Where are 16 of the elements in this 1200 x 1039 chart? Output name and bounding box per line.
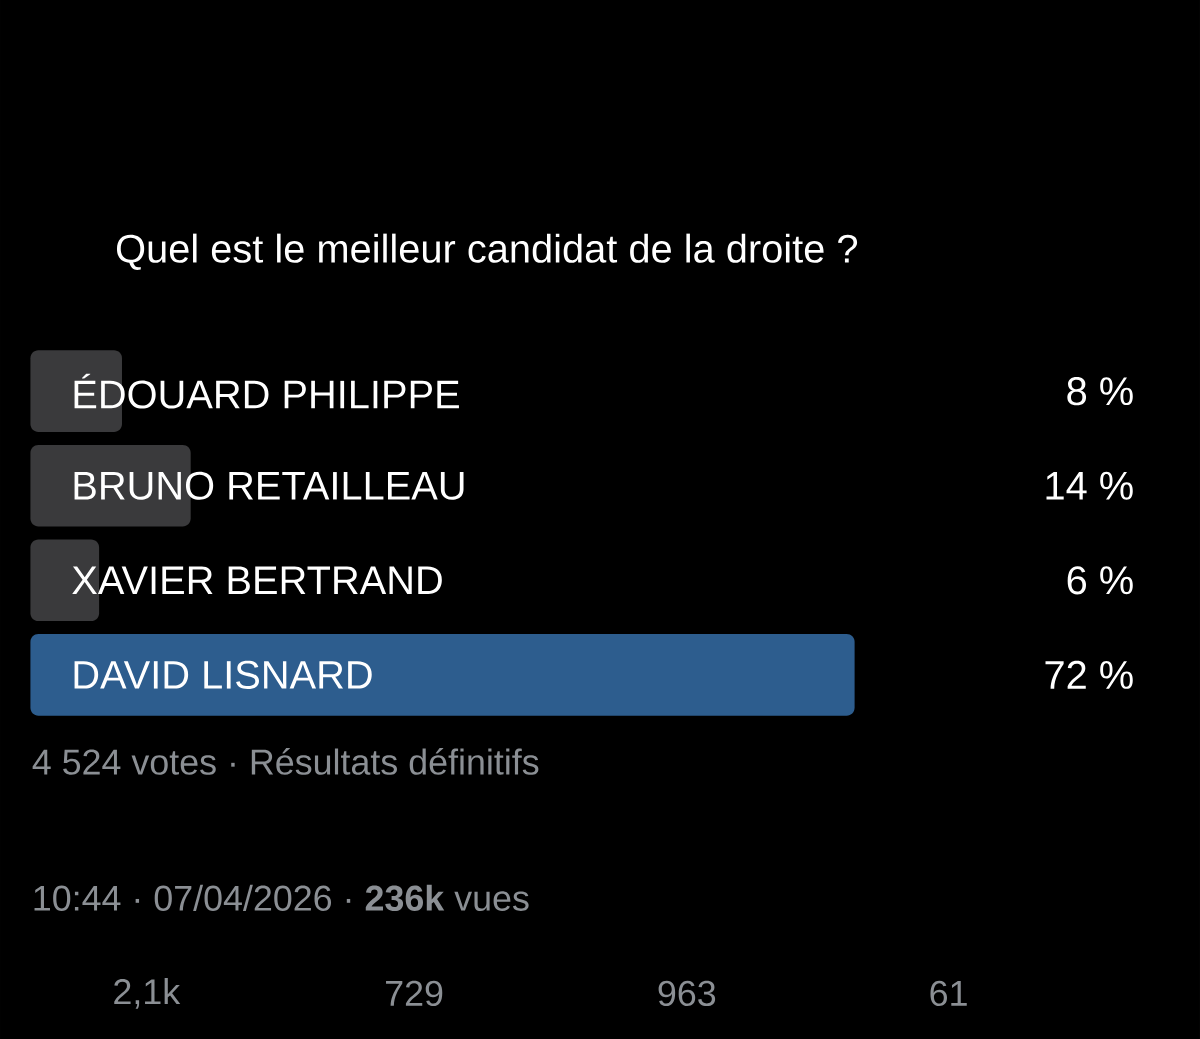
text: 729 [386, 980, 443, 1006]
text: 61 [930, 980, 967, 1006]
bar [30, 633, 855, 716]
y-tick-label: XAVIER BERTRAND [72, 566, 442, 594]
y-tick-label: ÉDOUARD PHILIPPE [74, 373, 459, 409]
y-tick-label: DAVID LISNARD [74, 660, 372, 689]
data-label: 14 % [1046, 471, 1133, 500]
chart-title: Quel est le meilleur candidat de la droite ? [116, 233, 858, 270]
y-tick-label: BRUNO RETAILLEAU [74, 471, 464, 500]
text: 4 524 votes · Résultats définitifs [32, 748, 539, 775]
text: 2,1k [114, 978, 181, 1009]
data-label: 72 % [1045, 660, 1133, 689]
text: 963 [658, 980, 716, 1006]
data-label: 6 % [1067, 566, 1133, 595]
text: 10:44 · 07/04/2026 · 236k vues [34, 884, 529, 911]
data-label: 8 % [1067, 377, 1133, 406]
